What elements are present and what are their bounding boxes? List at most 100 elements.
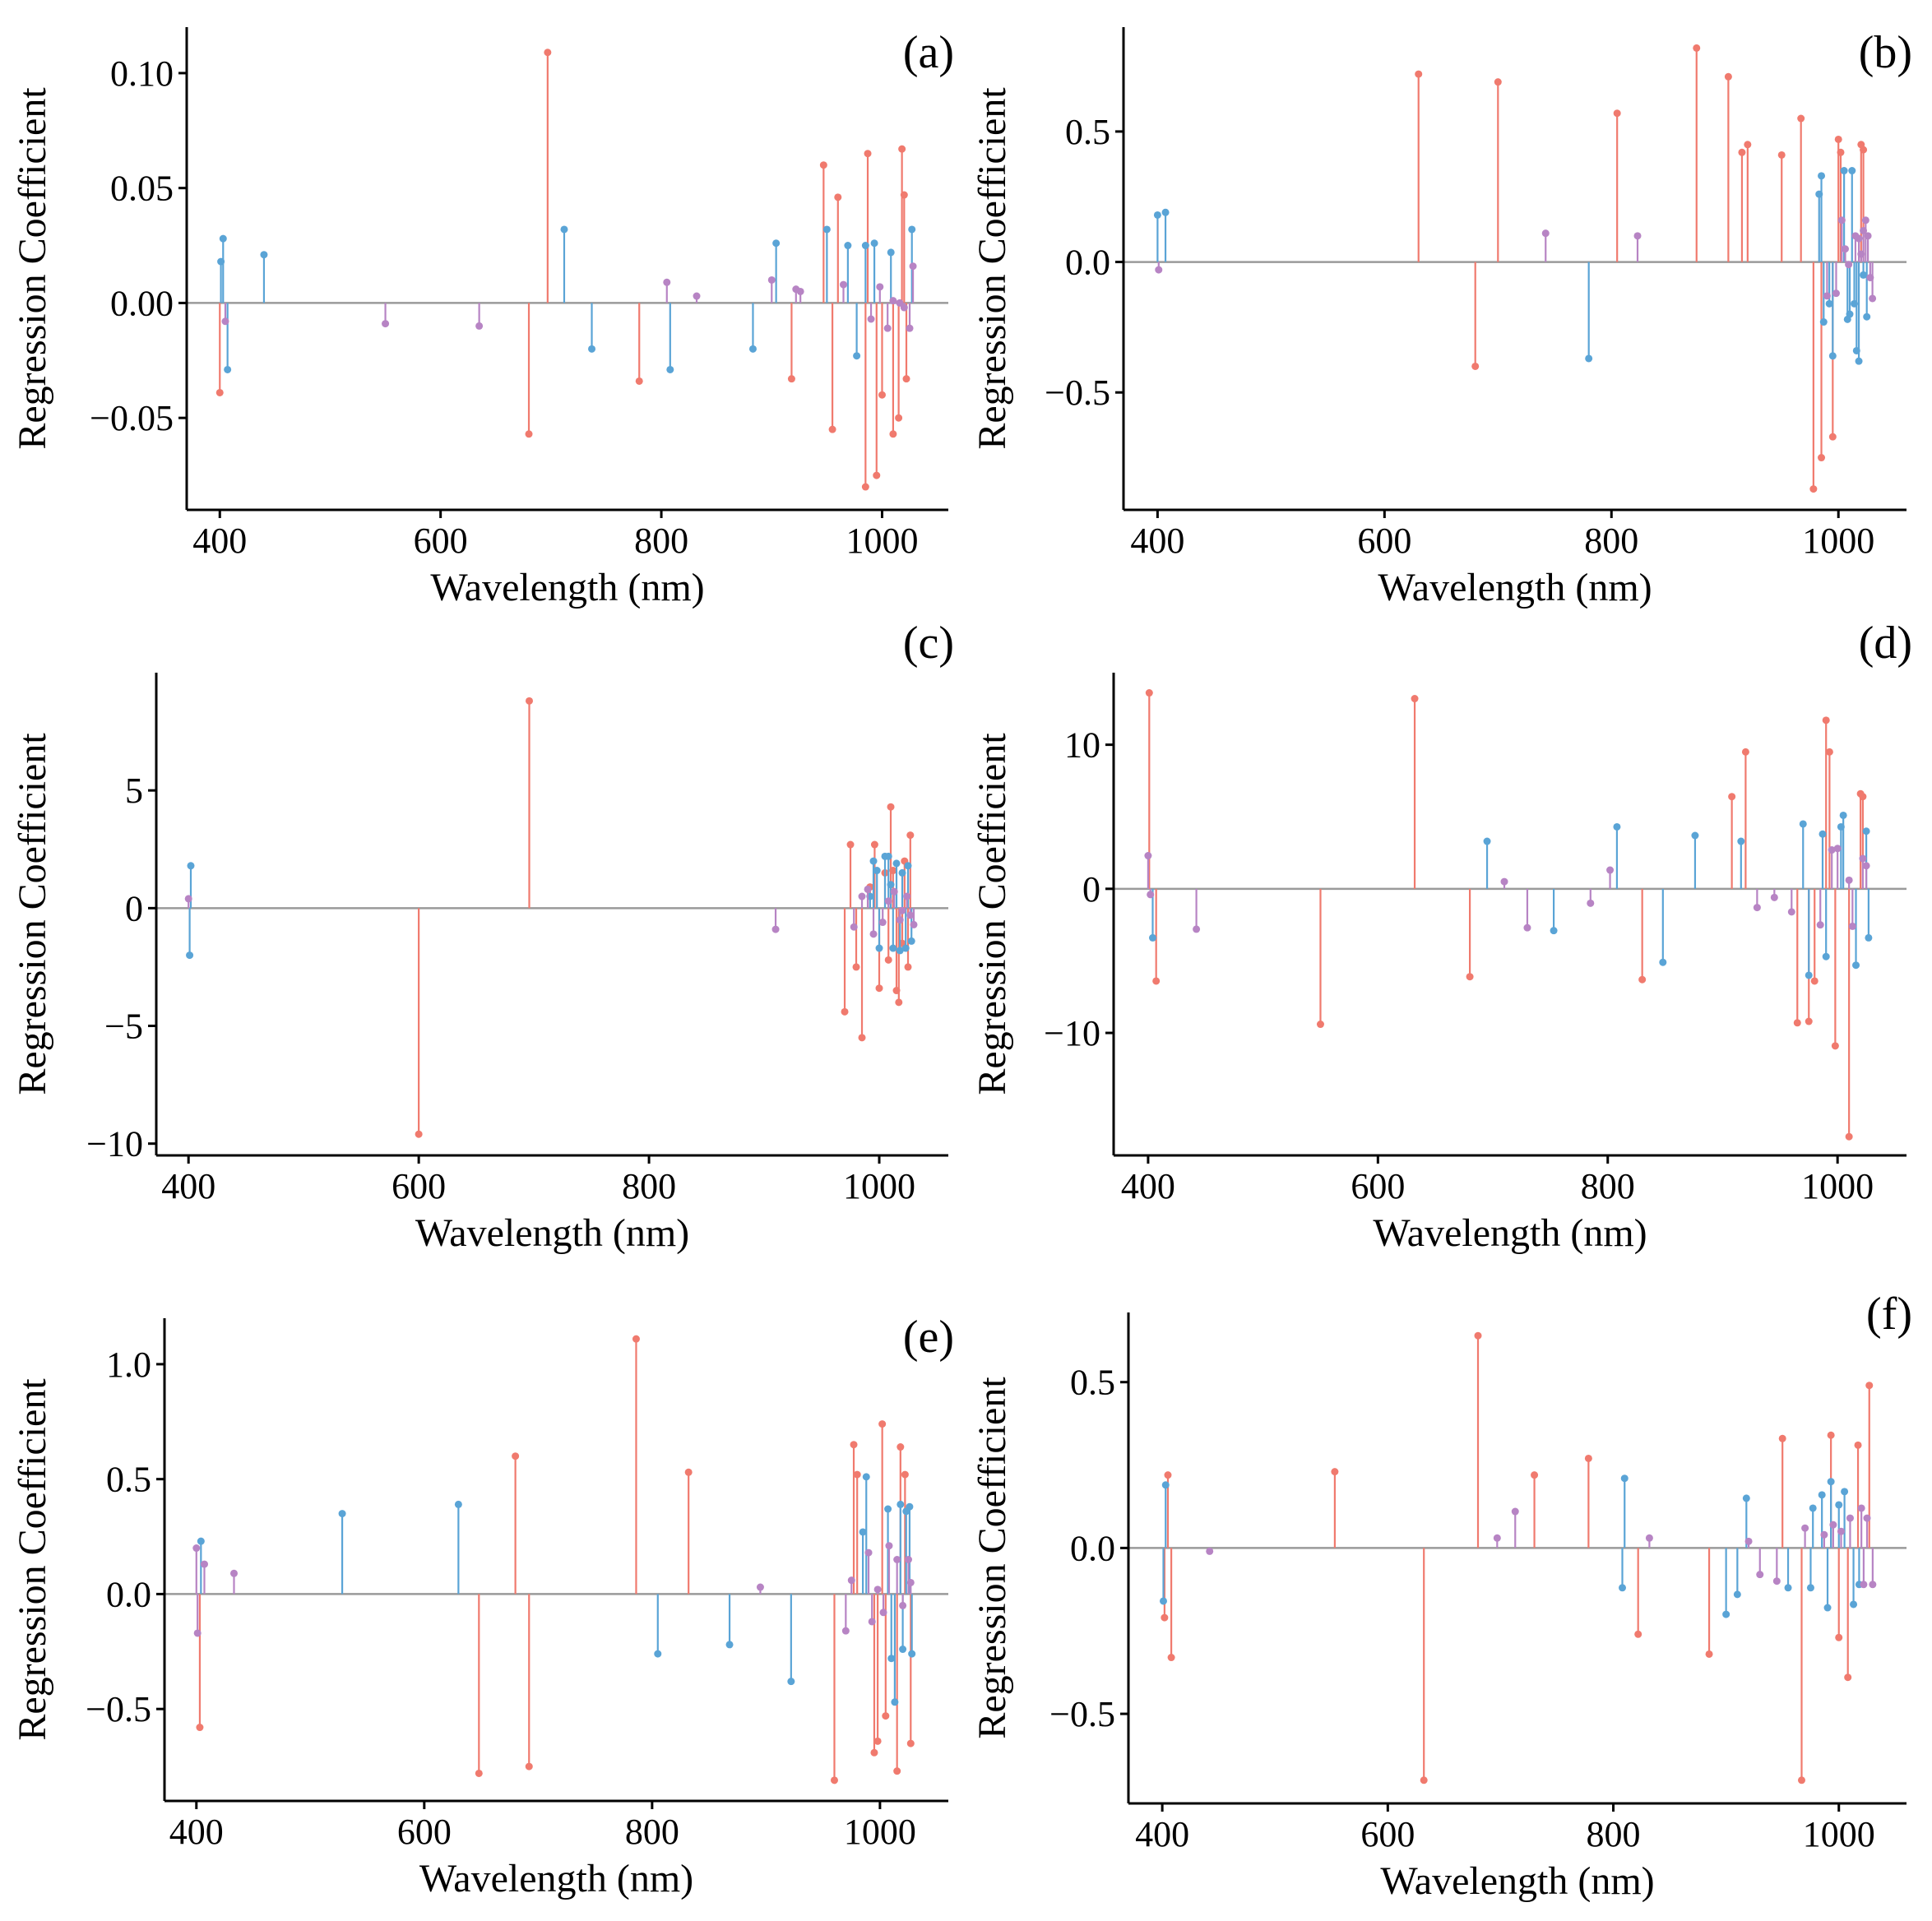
stem-marker-blue	[887, 248, 895, 257]
x-tick-label: 800	[1581, 1166, 1635, 1206]
y-tick-label: 5	[125, 771, 143, 811]
stem-marker-blue	[224, 365, 232, 373]
stem-marker-blue	[901, 944, 910, 952]
panel-label: (a)	[903, 27, 954, 78]
stem-marker-blue	[1840, 167, 1848, 175]
y-tick-label: 0.0	[1070, 1528, 1115, 1568]
stem-marker-purple	[1500, 877, 1508, 886]
x-tick-label: 800	[625, 1812, 679, 1852]
stem-marker-purple	[1828, 846, 1836, 854]
stem-marker-red	[1844, 1673, 1852, 1682]
stem-marker-blue	[1613, 822, 1621, 831]
stem-marker-purple	[1770, 893, 1778, 901]
stem-marker-red	[1797, 114, 1805, 123]
stem-marker-blue	[1161, 1481, 1170, 1489]
stem-marker-purple	[1606, 866, 1615, 874]
stem-marker-blue	[1620, 1474, 1629, 1483]
stem-marker-purple	[873, 1585, 882, 1594]
stem-marker-red	[852, 963, 860, 971]
stem-marker-purple	[841, 1627, 850, 1635]
x-tick-label: 400	[192, 521, 247, 561]
stem-marker-purple	[1829, 1521, 1837, 1529]
stem-marker-blue	[260, 251, 268, 259]
x-tick-label: 1000	[843, 1166, 915, 1206]
x-tick-label: 1000	[1801, 1166, 1874, 1206]
x-tick-label: 1000	[1803, 1814, 1875, 1854]
x-tick-label: 600	[391, 1166, 446, 1206]
stem-marker-red	[1818, 454, 1826, 462]
stem-marker-purple	[221, 317, 229, 326]
stem-marker-red	[1634, 1630, 1642, 1638]
stem-marker-blue	[772, 239, 781, 248]
y-tick-label: 0.05	[110, 169, 174, 209]
stem-marker-blue	[1483, 837, 1491, 845]
x-tick-label: 1000	[1802, 521, 1874, 561]
stem-marker-purple	[1587, 899, 1595, 907]
stem-marker-red	[1854, 1441, 1862, 1449]
stem-marker-red	[1728, 793, 1736, 801]
stem-marker-red	[1831, 1042, 1839, 1050]
stem-marker-blue	[1805, 971, 1813, 979]
stem-marker-purple	[896, 916, 904, 924]
stem-marker-red	[882, 1712, 890, 1720]
y-axis-label: Regression Coefficient	[971, 733, 1014, 1095]
x-tick-label: 800	[1587, 1814, 1641, 1854]
stem-marker-purple	[1869, 1581, 1877, 1589]
y-tick-label: 0.5	[106, 1460, 151, 1500]
stem-marker-red	[1777, 150, 1786, 159]
x-tick-label: 400	[1135, 1814, 1189, 1854]
stem-marker-red	[853, 1470, 861, 1479]
stem-marker-red	[1415, 70, 1423, 78]
stem-marker-red	[1793, 1019, 1801, 1027]
stem-marker-purple	[898, 906, 906, 914]
stem-marker-blue	[1865, 933, 1873, 942]
x-axis-label: Wavelength (nm)	[1373, 1211, 1647, 1255]
stem-marker-red	[1471, 362, 1480, 370]
stem-marker-purple	[1832, 289, 1840, 298]
stem-marker-purple	[906, 1578, 915, 1586]
stem-marker-red	[1466, 973, 1474, 981]
stem-marker-purple	[475, 322, 484, 330]
stem-marker-blue	[1818, 172, 1826, 180]
stem-marker-purple	[896, 299, 904, 307]
stem-marker-purple	[1753, 904, 1761, 912]
stem-marker-blue	[1784, 1584, 1792, 1592]
stem-marker-red	[830, 1776, 838, 1784]
x-axis-label: Wavelength (nm)	[430, 566, 704, 609]
stem-marker-purple	[864, 885, 872, 893]
stem-marker-purple	[1144, 852, 1152, 860]
panel-e: 400 600 800 1000 −0.5 0.0 0.5 1.0 Wavelength (nm…	[11, 1312, 954, 1900]
stem-marker-blue	[1691, 831, 1699, 840]
stem-marker-red	[861, 483, 869, 491]
stem-marker-blue	[1862, 827, 1870, 836]
stem-marker-blue	[884, 852, 892, 860]
stem-marker-red	[834, 193, 842, 201]
stem-marker-purple	[1155, 266, 1163, 274]
stem-marker-blue	[748, 345, 757, 353]
stem-marker-purple	[867, 315, 875, 323]
y-tick-label: −0.5	[1049, 1694, 1115, 1734]
y-tick-label: −10	[1044, 1013, 1100, 1053]
stem-marker-blue	[1822, 952, 1830, 961]
stem-marker-red	[632, 1335, 640, 1343]
stem-marker-blue	[904, 862, 912, 870]
stem-marker-red	[215, 388, 224, 396]
stem-marker-blue	[908, 1650, 916, 1658]
x-tick-label: 600	[414, 521, 468, 561]
stem-marker-blue	[1841, 1488, 1849, 1496]
stem-marker-red	[1164, 1471, 1172, 1479]
stem-marker-red	[1865, 1382, 1874, 1390]
stem-marker-blue	[654, 1650, 662, 1658]
stem-marker-blue	[899, 1646, 907, 1654]
stem-marker-blue	[186, 951, 194, 960]
stem-marker-purple	[1848, 922, 1856, 930]
stem-marker-purple	[382, 320, 390, 328]
stem-marker-purple	[1869, 294, 1877, 303]
stem-marker-purple	[864, 1548, 873, 1557]
stem-marker-blue	[1149, 933, 1157, 942]
stem-marker-blue	[560, 225, 568, 234]
stem-marker-red	[906, 1739, 915, 1747]
stem-marker-blue	[853, 352, 861, 360]
stem-marker-purple	[899, 1601, 907, 1609]
stem-marker-red	[1705, 1650, 1713, 1658]
